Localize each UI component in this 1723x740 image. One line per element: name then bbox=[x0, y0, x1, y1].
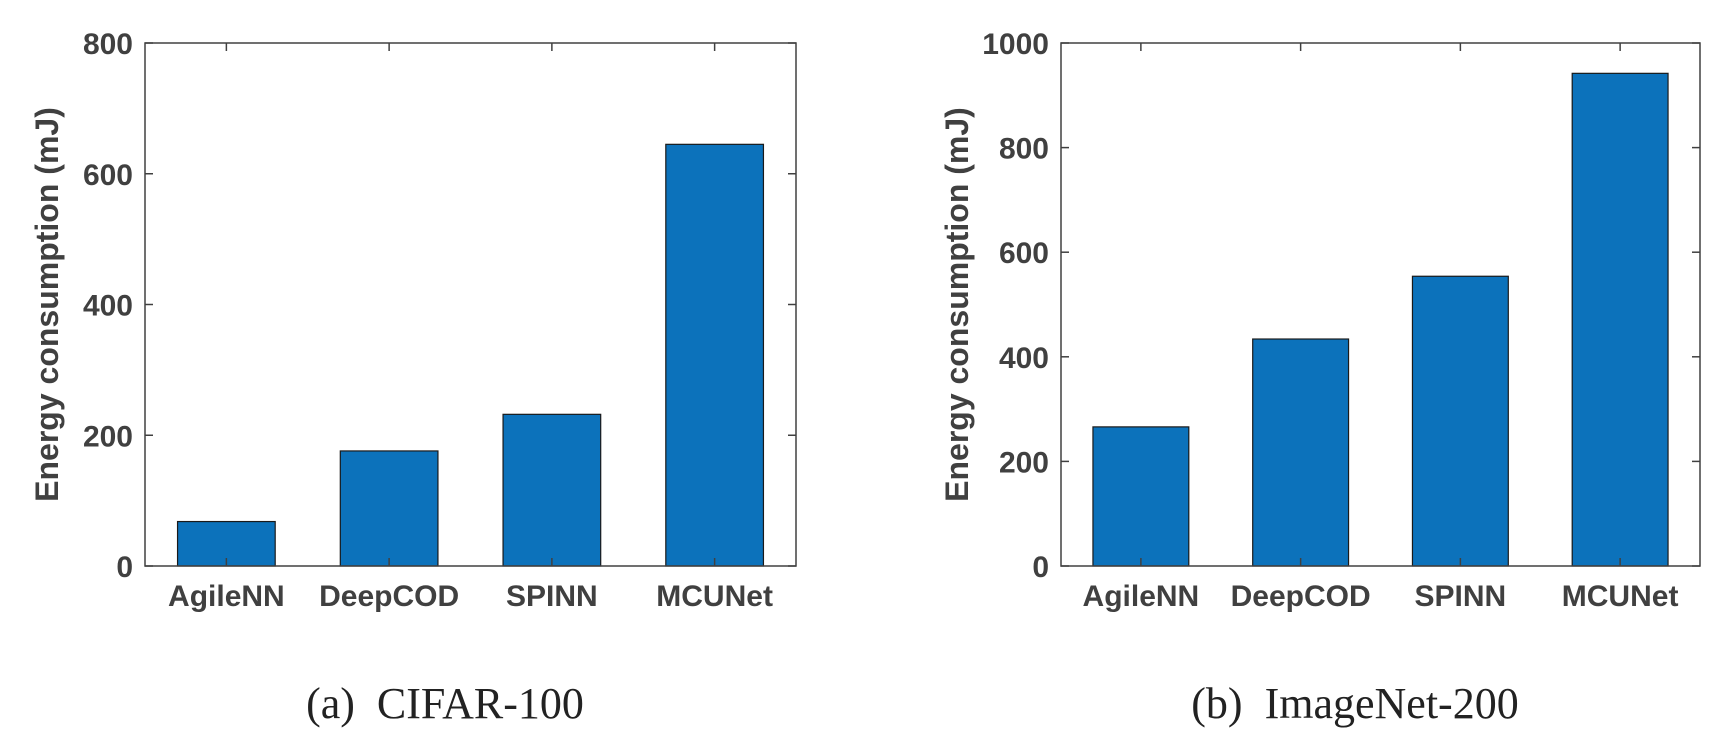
x-tick-label-deepcod: DeepCOD bbox=[319, 580, 459, 613]
y-tick-label: 0 bbox=[1032, 551, 1049, 584]
bar-spinn bbox=[502, 413, 602, 567]
chart-caption: (b) ImageNet-200 bbox=[1191, 679, 1518, 728]
y-tick-label: 200 bbox=[999, 446, 1049, 479]
chart-caption: (a) CIFAR-100 bbox=[306, 679, 584, 728]
chart-panel-2: 0 200 400 600 800 1000 AgileNN DeepCOD SPINN MCUN… bbox=[939, 28, 1701, 728]
x-tick-label-agilenn: AgileNN bbox=[1083, 580, 1200, 613]
x-tick-label-mcunet: MCUNet bbox=[656, 580, 773, 613]
y-tick-label: 800 bbox=[999, 133, 1049, 166]
bar-agilenn bbox=[1092, 426, 1190, 567]
bar-mcunet bbox=[1571, 72, 1669, 567]
axes-frame bbox=[1060, 42, 1701, 567]
y-axis-label: Energy consumption (mJ) bbox=[939, 107, 975, 502]
y-tick-label: 400 bbox=[999, 342, 1049, 375]
y-tick-label: 800 bbox=[83, 28, 133, 61]
y-tick-label: 400 bbox=[83, 290, 133, 323]
bar-deepcod bbox=[1252, 338, 1350, 567]
y-tick-label: 0 bbox=[116, 551, 133, 584]
bar-mcunet bbox=[665, 143, 765, 567]
x-tick-label-mcunet: MCUNet bbox=[1562, 580, 1679, 613]
y-tick-label: 1000 bbox=[982, 28, 1049, 61]
y-tick-label: 200 bbox=[83, 420, 133, 453]
y-axis-label: Energy consumption (mJ) bbox=[29, 107, 65, 502]
x-tick-label-spinn: SPINN bbox=[1415, 580, 1507, 613]
x-tick-label-deepcod: DeepCOD bbox=[1231, 580, 1371, 613]
chart-panel-1: 0 200 400 600 800 AgileNN DeepCOD SPINN MCUNet En… bbox=[29, 28, 797, 728]
y-tick-label: 600 bbox=[999, 237, 1049, 270]
y-tick-label: 600 bbox=[83, 159, 133, 192]
bar-deepcod bbox=[339, 450, 439, 567]
x-tick-label-agilenn: AgileNN bbox=[168, 580, 285, 613]
bar-spinn bbox=[1411, 275, 1509, 567]
x-tick-label-spinn: SPINN bbox=[506, 580, 598, 613]
